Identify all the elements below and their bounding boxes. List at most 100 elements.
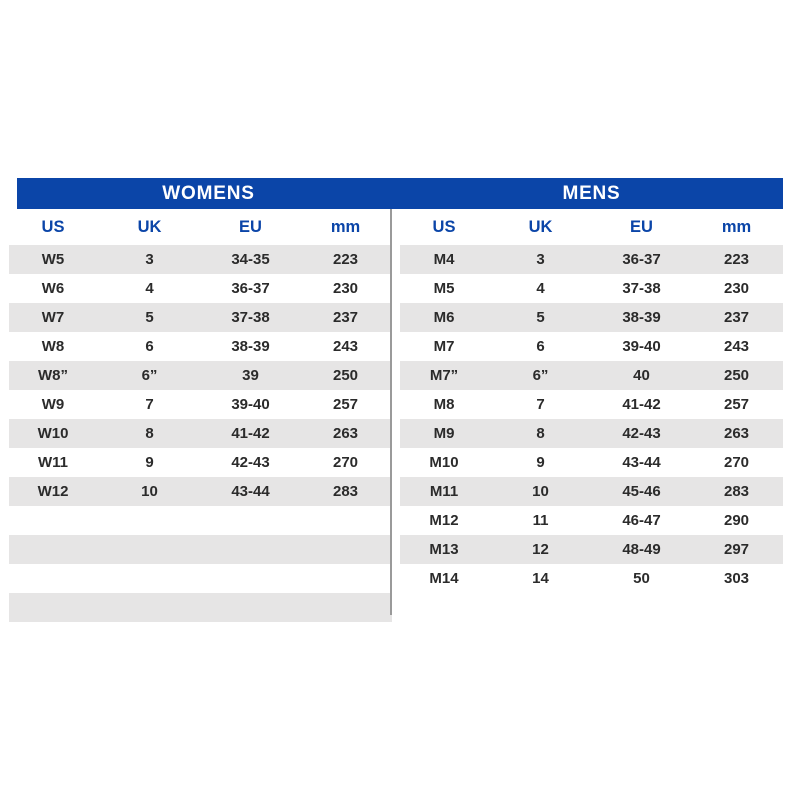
cell-uk <box>97 506 202 535</box>
table-row: M5 4 37-38 230 <box>400 274 783 303</box>
cell-us: W8” <box>38 367 68 384</box>
cell-uk: 7 <box>536 396 545 413</box>
cell-uk <box>97 564 202 593</box>
cell-uk <box>97 535 202 564</box>
cell-eu: 38-39 <box>622 309 661 326</box>
cell-mm: 243 <box>723 338 750 355</box>
cell-mm: 223 <box>332 251 359 268</box>
mens-rows: M4 3 36-37 223 M5 4 37-38 230 M6 5 38-39 237 M7 6 39-4… <box>400 245 783 593</box>
column-header-eu: EU <box>630 217 653 236</box>
cell-mm: 237 <box>332 309 359 326</box>
cell-eu: 36-37 <box>231 280 270 297</box>
cell-mm: 237 <box>723 309 750 326</box>
cell-mm: 243 <box>332 338 359 355</box>
cell-mm: 250 <box>723 367 750 384</box>
cell-uk: 8 <box>536 425 545 442</box>
table-row: M7 6 39-40 243 <box>400 332 783 361</box>
cell-mm: 257 <box>332 396 359 413</box>
column-header-mm: mm <box>330 217 361 236</box>
cell-uk: 10 <box>141 483 158 500</box>
cell-eu: 45-46 <box>622 483 661 500</box>
cell-eu: 39 <box>242 367 259 384</box>
mens-table: US UK EU mm M4 3 36-37 223 M5 4 37-38 230 M6 5 38-… <box>400 209 783 593</box>
cell-mm <box>299 593 392 622</box>
cell-us <box>9 506 97 535</box>
table-row: W10 8 41-42 263 <box>9 419 392 448</box>
cell-us: M13 <box>429 541 459 558</box>
cell-uk <box>97 593 202 622</box>
cell-eu: 50 <box>633 570 650 587</box>
cell-uk: 6 <box>536 338 545 355</box>
cell-us: M6 <box>433 309 455 326</box>
table-row: M6 5 38-39 237 <box>400 303 783 332</box>
cell-us: M11 <box>429 483 459 500</box>
table-row <box>9 593 392 622</box>
cell-us: M14 <box>429 570 459 587</box>
column-header-us: US <box>41 217 65 236</box>
column-header-uk: UK <box>137 217 162 236</box>
cell-uk: 9 <box>536 454 545 471</box>
cell-us: W5 <box>41 251 65 268</box>
table-row: M13 12 48-49 297 <box>400 535 783 564</box>
table-row: W9 7 39-40 257 <box>9 390 392 419</box>
cell-mm: 250 <box>332 367 359 384</box>
cell-uk: 6” <box>532 367 549 384</box>
table-row: M10 9 43-44 270 <box>400 448 783 477</box>
cell-us <box>9 535 97 564</box>
cell-uk: 3 <box>536 251 545 268</box>
cell-us: M10 <box>429 454 459 471</box>
cell-mm: 270 <box>332 454 359 471</box>
table-row: W12 10 43-44 283 <box>9 477 392 506</box>
table-divider <box>390 209 392 615</box>
table-row: W6 4 36-37 230 <box>9 274 392 303</box>
table-row: M8 7 41-42 257 <box>400 390 783 419</box>
cell-us: W7 <box>41 309 65 326</box>
womens-column-headers: US UK EU mm <box>9 209 392 245</box>
cell-eu: 38-39 <box>231 338 270 355</box>
cell-mm: 263 <box>723 425 750 442</box>
cell-uk: 12 <box>532 541 549 558</box>
table-row: W5 3 34-35 223 <box>9 245 392 274</box>
table-row: M4 3 36-37 223 <box>400 245 783 274</box>
cell-uk: 6” <box>141 367 158 384</box>
cell-eu: 42-43 <box>622 425 661 442</box>
cell-eu <box>202 535 299 564</box>
cell-mm: 230 <box>723 280 750 297</box>
cell-eu: 40 <box>633 367 650 384</box>
cell-us: M7 <box>433 338 455 355</box>
cell-mm: 297 <box>723 541 750 558</box>
womens-table: US UK EU mm W5 3 34-35 223 W6 4 36-37 230 W7 5 37-… <box>9 209 392 622</box>
cell-us: W6 <box>41 280 65 297</box>
cell-uk: 4 <box>145 280 154 297</box>
cell-eu <box>202 564 299 593</box>
cell-us: W9 <box>41 396 65 413</box>
cell-eu: 41-42 <box>622 396 661 413</box>
column-header-uk: UK <box>528 217 553 236</box>
cell-uk: 5 <box>145 309 154 326</box>
cell-eu: 43-44 <box>622 454 661 471</box>
cell-mm <box>299 506 392 535</box>
cell-mm: 257 <box>723 396 750 413</box>
cell-mm: 283 <box>723 483 750 500</box>
table-row: M14 14 50 303 <box>400 564 783 593</box>
column-header-us: US <box>432 217 456 236</box>
cell-mm: 283 <box>332 483 359 500</box>
cell-mm: 230 <box>332 280 359 297</box>
cell-us: W12 <box>37 483 69 500</box>
cell-mm: 290 <box>723 512 750 529</box>
cell-eu: 43-44 <box>231 483 270 500</box>
cell-us: M9 <box>433 425 455 442</box>
cell-uk: 8 <box>145 425 154 442</box>
table-row: W7 5 37-38 237 <box>9 303 392 332</box>
cell-us: M7” <box>429 367 459 384</box>
cell-eu: 46-47 <box>622 512 661 529</box>
cell-uk: 6 <box>145 338 154 355</box>
cell-eu <box>202 506 299 535</box>
cell-us: W10 <box>37 425 69 442</box>
womens-title: WOMENS <box>162 182 255 204</box>
table-row: W11 9 42-43 270 <box>9 448 392 477</box>
cell-us: M5 <box>433 280 455 297</box>
cell-us: W8 <box>41 338 65 355</box>
cell-uk: 4 <box>536 280 545 297</box>
cell-eu: 41-42 <box>231 425 270 442</box>
